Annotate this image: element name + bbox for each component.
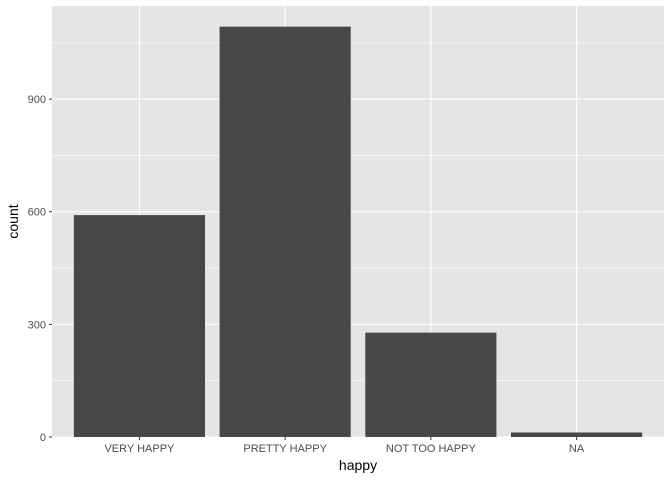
x-tick-label: VERY HAPPY [104, 443, 175, 455]
bars [73, 26, 643, 437]
x-axis-title: happy [339, 457, 377, 473]
x-tick-label: NOT TOO HAPPY [386, 443, 477, 455]
y-tick-label: 300 [28, 319, 46, 331]
bar-na [511, 432, 643, 437]
x-tick-label: PRETTY HAPPY [243, 443, 327, 455]
y-axis-title: count [5, 204, 21, 238]
y-tick-label: 600 [28, 207, 46, 219]
y-tick-label: 0 [40, 432, 46, 444]
y-axis: 0 300 600 900 [28, 94, 52, 444]
bar-very-happy [73, 215, 205, 437]
y-tick-label: 900 [28, 94, 46, 106]
x-axis: VERY HAPPY PRETTY HAPPY NOT TOO HAPPY NA [104, 437, 585, 455]
bar-pretty-happy [219, 26, 351, 437]
bar-not-too-happy [365, 332, 497, 437]
x-tick-label: NA [569, 443, 585, 455]
